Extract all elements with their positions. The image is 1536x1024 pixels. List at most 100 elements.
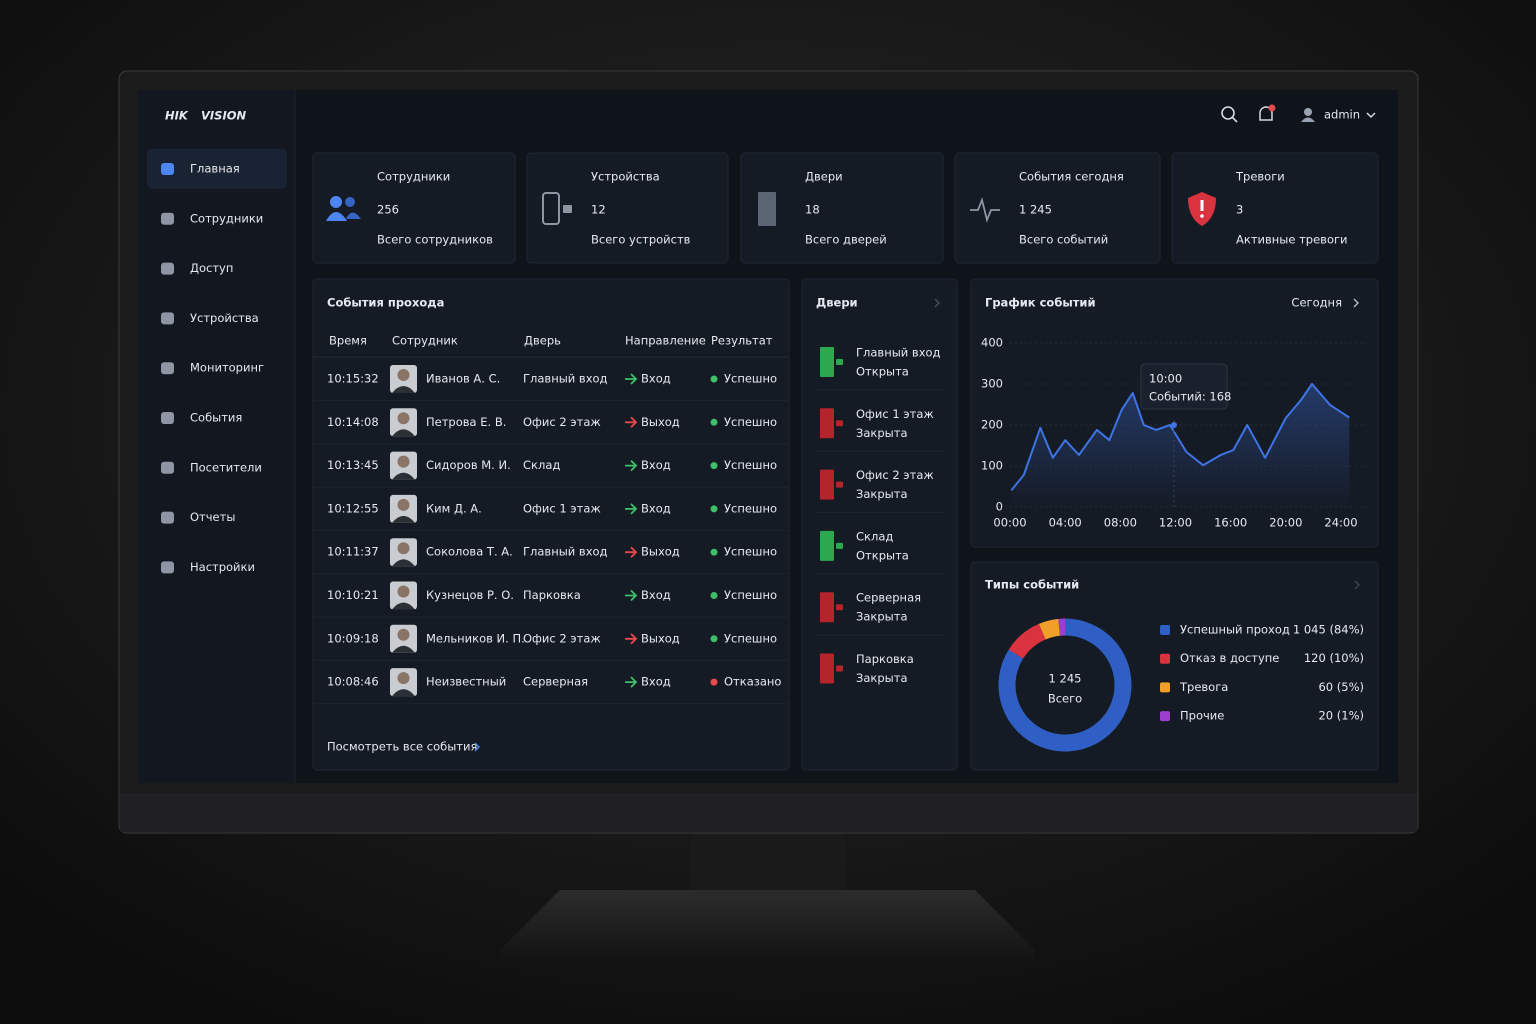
- avatar-body: [392, 645, 415, 653]
- sidebar: [138, 90, 295, 783]
- chevron: [1353, 298, 1359, 308]
- door-name: Главный вход: [856, 346, 941, 360]
- event-result: Отказано: [724, 675, 781, 689]
- donut-caption: Всего: [1048, 692, 1082, 706]
- event-door: Офис 2 этаж: [523, 415, 601, 429]
- period-selector[interactable]: Сегодня: [1291, 296, 1342, 310]
- stat-icon: [542, 192, 560, 225]
- x-tick-label: 16:00: [1214, 516, 1247, 530]
- event-result: Успешно: [724, 588, 777, 602]
- view-all-link[interactable]: Посмотреть все события: [327, 740, 477, 754]
- nav-item[interactable]: Отчеты: [190, 510, 235, 524]
- nav-icon: [161, 412, 174, 424]
- nav-icon: [161, 163, 174, 175]
- door-status: Закрыта: [856, 426, 908, 440]
- stat-value: 12: [591, 203, 606, 217]
- event-door: Главный вход: [523, 372, 608, 386]
- nav-item[interactable]: Устройства: [190, 311, 259, 325]
- stat-label: Устройства: [591, 170, 660, 184]
- door-name: Серверная: [856, 591, 921, 605]
- avatar-face: [397, 369, 410, 381]
- avatar-face: [397, 672, 410, 685]
- search-icon[interactable]: [1221, 106, 1235, 120]
- stat-caption: Активные тревоги: [1236, 233, 1348, 247]
- nav-icon: [161, 262, 174, 275]
- panel-title: Двери: [816, 296, 858, 310]
- event-time: 10:08:46: [327, 675, 379, 689]
- nav-item[interactable]: Мониторинг: [190, 361, 264, 375]
- result-dot: [710, 592, 718, 599]
- door-status: Закрыта: [856, 671, 908, 685]
- legend-swatch: [1160, 711, 1170, 722]
- legend-swatch: [1160, 682, 1170, 693]
- nav-item[interactable]: Настройки: [190, 560, 255, 574]
- door-lock: [836, 420, 843, 427]
- direction-arrow: [625, 546, 638, 558]
- stat-icon: [330, 196, 342, 208]
- event-time: 10:15:32: [327, 372, 379, 386]
- stat-card: [954, 152, 1161, 264]
- avatar-face: [397, 628, 410, 641]
- user-icon: [1301, 117, 1315, 122]
- door-lock: [836, 542, 843, 549]
- event-time: 10:11:37: [327, 545, 379, 559]
- nav-item[interactable]: Главная: [190, 162, 240, 176]
- legend-label: Отказ в доступе: [1180, 651, 1279, 665]
- event-result: Успешно: [724, 631, 777, 645]
- result-dot: [710, 418, 718, 426]
- stat-value: 256: [377, 203, 399, 217]
- user-menu-chevron[interactable]: [1366, 112, 1376, 119]
- stat-card: [740, 152, 944, 264]
- nav-item[interactable]: Сотрудники: [190, 211, 263, 225]
- y-tick-label: 0: [996, 500, 1003, 514]
- event-employee: Ким Д. А.: [426, 501, 482, 515]
- legend-label: Прочие: [1180, 709, 1224, 723]
- nav-item[interactable]: События: [190, 411, 242, 425]
- nav-icon: [161, 362, 174, 375]
- line-series: [1010, 383, 1350, 491]
- legend-value: 1 045 (84%): [1293, 623, 1364, 637]
- logo: VISION: [201, 109, 247, 123]
- avatar-body: [392, 472, 415, 480]
- column-header: Результат: [711, 334, 773, 348]
- donut-segment: [998, 618, 1132, 752]
- column-header: Сотрудник: [392, 334, 458, 348]
- x-tick-label: 24:00: [1324, 516, 1357, 530]
- panel-title: События прохода: [327, 296, 444, 310]
- door-lock: [836, 481, 843, 488]
- event-result: Успешно: [724, 545, 777, 559]
- nav-item[interactable]: Посетители: [190, 460, 262, 474]
- avatar-face: [397, 498, 410, 511]
- door-lock: [836, 359, 843, 365]
- column-header: Дверь: [524, 334, 561, 348]
- stat-icon: [563, 205, 572, 213]
- result-dot: [710, 548, 718, 556]
- event-result: Успешно: [724, 372, 777, 386]
- doors-panel: [801, 278, 958, 771]
- event-time: 10:10:21: [327, 588, 379, 602]
- door-status: Открыта: [856, 548, 909, 562]
- user-name[interactable]: admin: [1324, 108, 1360, 122]
- bell-icon[interactable]: [1259, 106, 1273, 121]
- direction-arrow: [625, 416, 638, 428]
- stat-caption: Всего дверей: [805, 233, 887, 247]
- stat-caption: Всего устройств: [591, 233, 691, 247]
- tooltip-text: Событий: 168: [1149, 390, 1231, 404]
- legend-value: 60 (5%): [1318, 680, 1364, 694]
- door-status: Закрыта: [856, 487, 908, 501]
- search-icon: [1231, 116, 1238, 123]
- door-icon: [820, 408, 834, 439]
- event-employee: Сидоров М. И.: [426, 458, 511, 472]
- stat-icon: [326, 212, 347, 221]
- avatar-face: [397, 542, 410, 555]
- tooltip: [1140, 363, 1228, 410]
- nav-item[interactable]: Доступ: [190, 261, 233, 275]
- x-tick-label: 04:00: [1049, 516, 1082, 530]
- result-dot: [710, 375, 718, 383]
- nav-icon: [161, 312, 174, 325]
- event-employee: Неизвестный: [426, 675, 506, 689]
- avatar-body: [392, 602, 415, 610]
- door-name: Склад: [856, 529, 893, 543]
